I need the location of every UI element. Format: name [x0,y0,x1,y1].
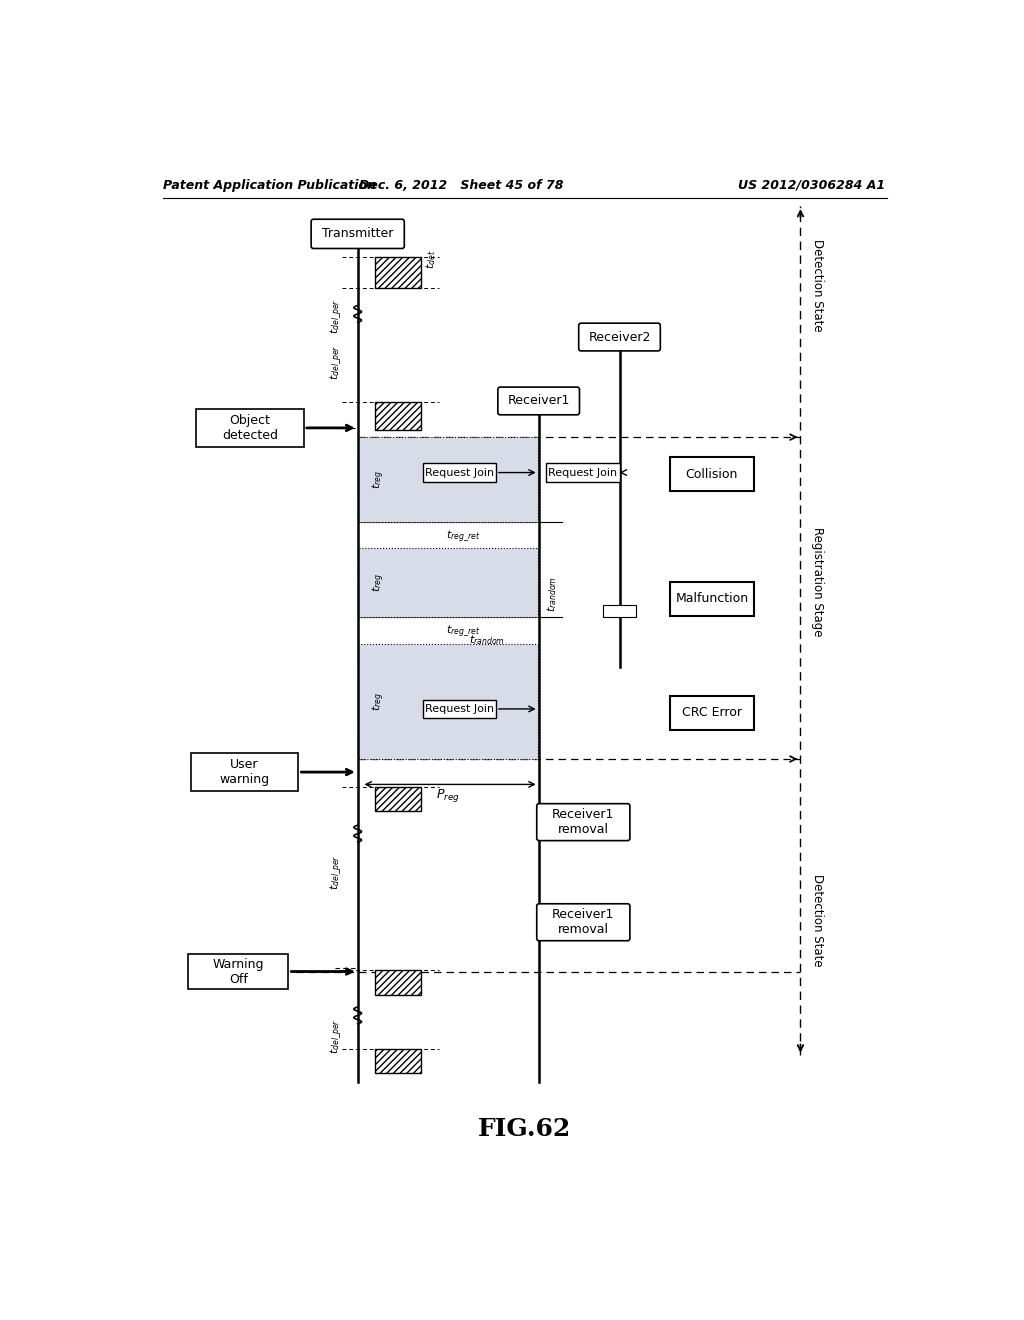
Text: Receiver1: Receiver1 [508,395,569,408]
Bar [423,700,497,718]
Text: Detection State: Detection State [811,239,824,331]
Text: Dec. 6, 2012   Sheet 45 of 78: Dec. 6, 2012 Sheet 45 of 78 [359,178,564,191]
Text: $t_{del\_per}$: $t_{del\_per}$ [328,298,344,334]
Bar [358,548,538,618]
Bar [375,257,421,288]
Text: $t_{random}$: $t_{random}$ [469,634,505,647]
Bar [190,752,298,792]
FancyBboxPatch shape [311,219,404,248]
Text: Receiver1
removal: Receiver1 removal [552,808,614,836]
Bar [375,787,421,812]
Text: Detection State: Detection State [811,874,824,968]
Bar [188,954,289,989]
Text: $t_{reg\_ret}$: $t_{reg\_ret}$ [446,623,481,639]
Bar [358,644,538,759]
Text: Object
detected: Object detected [222,414,278,442]
FancyBboxPatch shape [537,904,630,941]
Text: CRC Error: CRC Error [682,706,742,719]
Text: Request Join: Request Join [549,467,617,478]
Text: Collision: Collision [686,467,738,480]
Text: Registration Stage: Registration Stage [811,527,824,636]
Text: Warning
Off: Warning Off [213,957,264,986]
Text: Request Join: Request Join [425,467,495,478]
Text: $t_{random}$: $t_{random}$ [546,577,559,612]
Bar [670,696,755,730]
Bar [547,463,620,482]
Text: $t_{reg\_ret}$: $t_{reg\_ret}$ [446,528,481,544]
Text: Request Join: Request Join [425,704,495,714]
Text: Patent Application Publication: Patent Application Publication [163,178,376,191]
Bar [375,403,421,430]
Bar [196,409,304,447]
Text: Receiver2: Receiver2 [589,330,650,343]
Bar [375,970,421,995]
Text: US 2012/0306284 A1: US 2012/0306284 A1 [738,178,885,191]
FancyBboxPatch shape [579,323,660,351]
Text: $t_{det}$: $t_{det}$ [425,249,438,268]
Text: $P_{reg}$: $P_{reg}$ [436,787,460,804]
Bar [670,457,755,491]
Bar [375,1048,421,1073]
FancyBboxPatch shape [537,804,630,841]
Bar [423,463,497,482]
Text: $t_{reg}$: $t_{reg}$ [371,573,387,593]
Text: Receiver1
removal: Receiver1 removal [552,908,614,936]
Text: FIG.62: FIG.62 [478,1117,571,1140]
Text: $t_{reg}$: $t_{reg}$ [371,692,387,710]
Text: $t_{reg}$: $t_{reg}$ [371,470,387,488]
Text: User
warning: User warning [219,758,269,787]
Bar [602,605,637,618]
Bar [358,437,538,521]
Text: $t_{del\_per}$: $t_{del\_per}$ [328,1019,344,1053]
Text: Transmitter: Transmitter [322,227,393,240]
Text: $t_{del\_per}$: $t_{del\_per}$ [328,854,344,890]
Text: $t_{del\_per}$: $t_{del\_per}$ [328,345,344,380]
FancyBboxPatch shape [498,387,580,414]
Text: Malfunction: Malfunction [676,593,749,606]
Bar [670,582,755,615]
